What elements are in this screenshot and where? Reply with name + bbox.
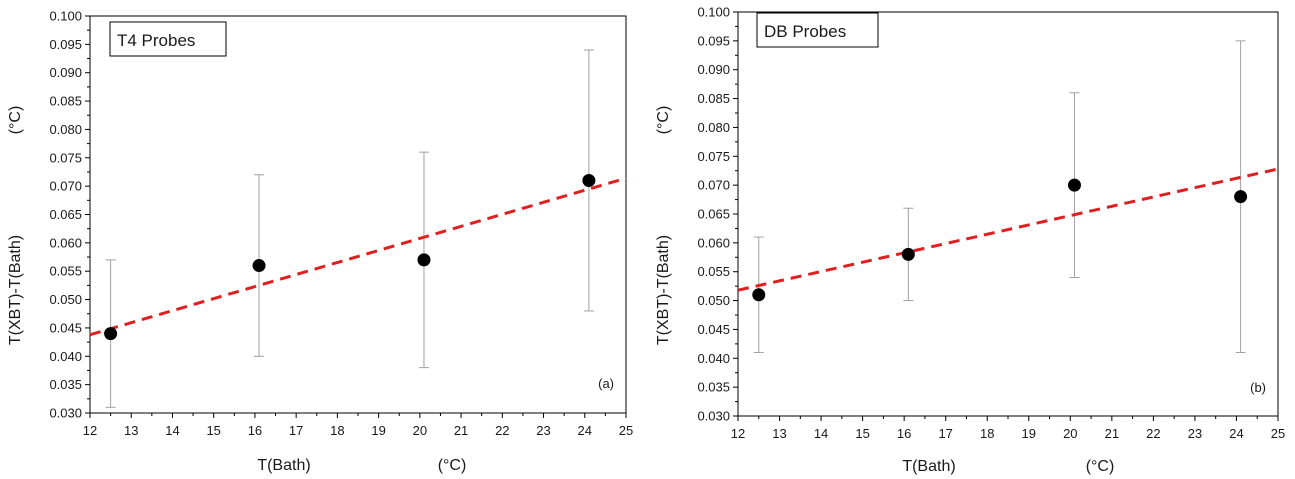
- y-tick-label: 0.100: [697, 5, 730, 20]
- x-tick-label: 12: [83, 423, 97, 438]
- y-tick-label: 0.095: [697, 33, 730, 48]
- x-tick-label: 16: [897, 426, 911, 441]
- y-tick-label: 0.040: [697, 351, 730, 366]
- x-tick-label: 14: [814, 426, 828, 441]
- legend-box: [109, 21, 227, 57]
- y-tick-label: 0.045: [49, 320, 82, 335]
- legend-box: [756, 12, 879, 48]
- chart-title: DB Probes: [764, 22, 846, 41]
- y-tick-label: 0.045: [697, 322, 730, 337]
- x-tick-label: 23: [1188, 426, 1202, 441]
- x-tick-label: 24: [1229, 426, 1243, 441]
- y-tick-label: 0.090: [49, 65, 82, 80]
- y-tick-label: 0.065: [49, 207, 82, 222]
- y-tick-label: 0.035: [49, 377, 82, 392]
- data-point: [582, 173, 596, 187]
- y-tick-label: 0.080: [697, 120, 730, 135]
- x-tick-label: 22: [1146, 426, 1160, 441]
- data-point: [1234, 190, 1248, 204]
- x-tick-label: 18: [330, 423, 344, 438]
- y-tick-label: 0.065: [697, 207, 730, 222]
- fit-line: [89, 176, 627, 337]
- x-tick-label: 15: [206, 423, 220, 438]
- y-axis-label: T(XBT)-T(Bath): [7, 235, 24, 345]
- x-tick-label: 22: [495, 423, 509, 438]
- y-tick-label: 0.075: [697, 149, 730, 164]
- x-tick-label: 13: [772, 426, 786, 441]
- x-tick-label: 19: [371, 423, 385, 438]
- data-point: [752, 288, 766, 302]
- x-tick-label: 21: [454, 423, 468, 438]
- y-axis-unit: (°C): [655, 106, 672, 135]
- y-tick-label: 0.085: [697, 91, 730, 106]
- y-tick-label: 0.090: [697, 62, 730, 77]
- y-tick-label: 0.035: [697, 380, 730, 395]
- x-tick-label: 18: [980, 426, 994, 441]
- x-axis-unit: (°C): [1086, 458, 1115, 475]
- y-tick-label: 0.055: [697, 264, 730, 279]
- x-axis-label: T(Bath): [902, 458, 955, 475]
- fit-line: [737, 167, 1279, 292]
- y-tick-label: 0.050: [697, 293, 730, 308]
- y-tick-label: 0.060: [697, 235, 730, 250]
- data-point: [417, 253, 431, 267]
- chart-panel-a: 12 13 14 15 16 17 18 19 20 21 22 23 24 25 0.030 0.035 0.…: [7, 9, 633, 475]
- panel-tag: (a): [598, 376, 614, 391]
- chart-title: T4 Probes: [117, 31, 195, 50]
- y-tick-label: 0.085: [49, 94, 82, 109]
- y-tick-label: 0.030: [697, 409, 730, 424]
- y-tick-label: 0.050: [49, 292, 82, 307]
- x-tick-label: 14: [165, 423, 179, 438]
- y-tick-label: 0.100: [49, 9, 82, 24]
- data-point: [252, 259, 266, 273]
- y-tick-label: 0.040: [49, 349, 82, 364]
- x-tick-label: 24: [578, 423, 592, 438]
- data-point: [901, 247, 915, 261]
- x-tick-label: 23: [536, 423, 550, 438]
- x-tick-label: 20: [413, 423, 427, 438]
- y-tick-label: 0.080: [49, 122, 82, 137]
- plot-frame: [737, 11, 1279, 417]
- y-axis-label: T(XBT)-T(Bath): [655, 235, 672, 345]
- x-tick-label: 20: [1063, 426, 1077, 441]
- x-tick-label: 21: [1105, 426, 1119, 441]
- x-tick-label: 12: [731, 426, 745, 441]
- x-tick-label: 17: [289, 423, 303, 438]
- data-point: [1067, 178, 1081, 192]
- y-tick-label: 0.030: [49, 406, 82, 421]
- y-axis-unit: (°C): [7, 106, 24, 135]
- x-tick-label: 15: [855, 426, 869, 441]
- x-tick-label: 13: [124, 423, 138, 438]
- plot-frame: [89, 15, 627, 414]
- x-tick-label: 17: [938, 426, 952, 441]
- data-point: [104, 327, 118, 341]
- x-tick-label: 25: [619, 423, 633, 438]
- chart-panel-b: 12 13 14 15 16 17 18 19 20 21 22 23 24 25 0.030 0.035 0.…: [655, 5, 1285, 476]
- panel-tag: (b): [1250, 380, 1266, 395]
- y-tick-label: 0.055: [49, 264, 82, 279]
- x-axis-label: T(Bath): [257, 457, 310, 474]
- y-tick-label: 0.070: [49, 179, 82, 194]
- y-tick-label: 0.070: [697, 178, 730, 193]
- y-tick-label: 0.060: [49, 235, 82, 250]
- y-tick-label: 0.075: [49, 150, 82, 165]
- x-tick-label: 16: [248, 423, 262, 438]
- x-tick-label: 19: [1022, 426, 1036, 441]
- x-tick-label: 25: [1271, 426, 1285, 441]
- y-tick-label: 0.095: [49, 37, 82, 52]
- x-axis-unit: (°C): [438, 457, 467, 474]
